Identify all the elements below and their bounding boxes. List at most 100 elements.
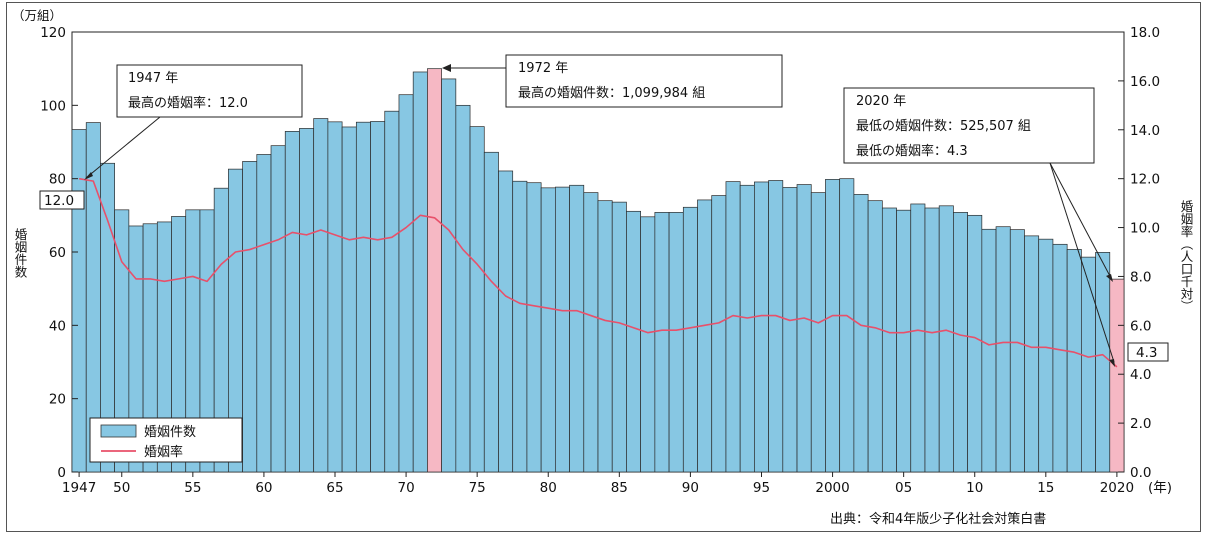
x-tick-label-2015: 15	[1037, 480, 1054, 496]
bar-1982	[569, 184, 585, 473]
annotation-2020-line3: 最低の婚姻率：4.3	[856, 143, 968, 159]
bar-1989	[668, 212, 684, 473]
x-tick-label-2000: 2000	[815, 480, 849, 496]
x-tick-label-1950: 50	[113, 480, 130, 496]
x-tick-label-1995: 95	[753, 480, 770, 496]
left-tick-label-0: 0	[57, 465, 66, 481]
annotation-2020-pointer-line	[1049, 162, 1115, 363]
right-tick-label-2.0: 2.0	[1130, 416, 1151, 432]
x-axis-unit: (年)	[1148, 480, 1172, 496]
right-tick-label-8.0: 8.0	[1130, 269, 1151, 285]
bar-1962	[284, 131, 300, 473]
bar-1995	[754, 181, 769, 473]
value-box-left-text: 12.0	[44, 193, 74, 209]
x-axis-ticks: 1947 50 55 60 65 70 75 80 85 90 95 2000 05 10 15 2020	[62, 472, 1134, 496]
bar-2019	[1095, 252, 1111, 473]
bar-2018	[1080, 256, 1096, 473]
x-tick-label-1975: 75	[469, 480, 486, 496]
right-axis-label: 婚姻率（人口千対）	[1179, 200, 1194, 313]
bar-2016	[1052, 243, 1068, 473]
bar-1972	[427, 68, 442, 473]
right-tick-label-14.0: 14.0	[1130, 123, 1160, 139]
bar-1970	[398, 94, 414, 473]
left-tick-label-100: 100	[40, 98, 66, 114]
annotation-1947-box	[116, 64, 303, 118]
legend: 婚姻件数 婚姻率	[89, 417, 243, 463]
bar-1993	[725, 181, 741, 473]
bar-2017	[1066, 249, 1082, 473]
bar-1985	[611, 201, 627, 473]
bar-1984	[597, 200, 613, 473]
annotation-1972-line1: 1972 年	[518, 61, 568, 76]
bar-1991	[697, 199, 713, 473]
bar-2020	[1109, 278, 1125, 473]
right-tick-label-18.0: 18.0	[1130, 25, 1160, 41]
bar-1998	[796, 184, 812, 473]
annotation-1947-line1: 1947 年	[128, 71, 178, 86]
annotation-1972-arrowhead	[442, 64, 451, 72]
bar-2003	[867, 200, 883, 473]
annotation-1947: 1947 年 最高の婚姻率：12.0	[84, 64, 303, 180]
bar-1996	[768, 180, 784, 473]
source-note: 出典：令和4年版少子化社会対策白書	[830, 512, 1047, 527]
value-box-right-frame	[1127, 342, 1169, 362]
annotation-2020-pointer-bar	[1049, 162, 1112, 279]
x-tick-label-1947: 1947	[62, 480, 96, 496]
annotation-2020-line1: 2020 年	[856, 94, 906, 109]
bar-1963	[299, 128, 315, 473]
value-box-right-text: 4.3	[1136, 345, 1157, 361]
x-tick-label-1985: 85	[611, 480, 628, 496]
line-series	[78, 177, 1118, 368]
marriage-rate-line	[78, 177, 1118, 368]
bar-2005	[896, 209, 912, 473]
bar-1988	[654, 212, 670, 473]
bar-1986	[626, 210, 641, 473]
bar-2008	[938, 205, 954, 473]
right-tick-label-0.0: 0.0	[1130, 465, 1151, 481]
bar-1968	[370, 121, 386, 473]
right-tick-label-16.0: 16.0	[1130, 74, 1160, 90]
annotation-2020: 2020 年 最低の婚姻件数：525,507 組 最低の婚姻率：4.3	[843, 87, 1115, 367]
bar-1974	[455, 104, 471, 473]
x-tick-label-1960: 60	[255, 480, 272, 496]
x-tick-label-1970: 70	[397, 480, 414, 496]
left-tick-label-20: 20	[49, 392, 66, 408]
bar-1976	[483, 151, 499, 473]
annotation-2020-box	[843, 87, 1095, 164]
x-tick-label-2020: 2020	[1100, 480, 1134, 496]
bar-1992	[711, 195, 727, 473]
bar-2007	[924, 207, 940, 473]
x-tick-label-1955: 55	[184, 480, 201, 496]
bar-2011	[981, 228, 997, 473]
right-tick-label-10.0: 10.0	[1130, 221, 1160, 237]
bar-1999	[810, 192, 826, 473]
bar-1967	[355, 121, 371, 473]
left-axis-label: 婚姻件数	[13, 228, 28, 279]
bar-1987	[640, 216, 656, 473]
bar-1994	[739, 184, 755, 473]
bar-1959	[242, 161, 258, 473]
bar-series	[71, 68, 1125, 473]
chart-frame	[6, 2, 1201, 532]
bar-1983	[583, 192, 599, 473]
annotation-1947-pointer	[85, 116, 161, 179]
bar-2015	[1038, 238, 1054, 473]
x-tick-label-1990: 90	[682, 480, 699, 496]
bar-2002	[853, 194, 869, 473]
bar-2010	[967, 214, 983, 473]
left-axis-unit: （万組）	[12, 8, 62, 23]
x-tick-label-1965: 65	[326, 480, 343, 496]
annotation-1947-arrowhead	[84, 172, 93, 180]
bar-1971	[412, 71, 428, 473]
bar-2000	[825, 179, 841, 473]
bar-1960	[256, 154, 272, 473]
annotation-1972: 1972 年 最高の婚姻件数：1,099,984 組	[442, 54, 783, 108]
right-axis-ticks: 0.0 2.0 4.0 6.0 8.0 10.0 12.0 14.0 16.0 18.0	[1118, 25, 1160, 481]
annotation-2020-line2: 最低の婚姻件数：525,507 組	[856, 119, 1031, 134]
bar-2014	[1024, 235, 1040, 473]
x-tick-label-2010: 10	[966, 480, 983, 496]
bar-2006	[910, 203, 926, 473]
legend-bar-label: 婚姻件数	[144, 425, 196, 440]
left-tick-label-60: 60	[49, 245, 66, 261]
